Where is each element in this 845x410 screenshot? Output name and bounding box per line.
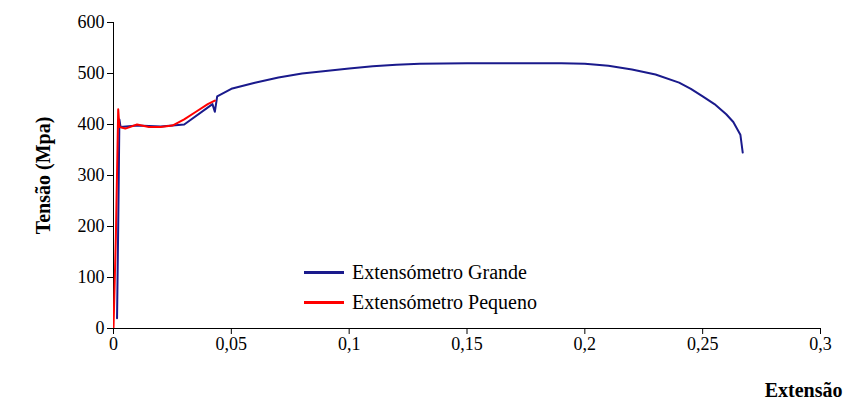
html-text:Extensómetro Grande: Extensómetro Grande (352, 260, 527, 283)
svg-text:100: 100 (78, 267, 105, 287)
svg-text:400: 400 (78, 114, 105, 134)
svg-text:0,05: 0,05 (216, 334, 248, 354)
svg-text:300: 300 (78, 165, 105, 185)
svg-text:500: 500 (78, 63, 105, 83)
svg-text:600: 600 (78, 12, 105, 32)
html-text:Extensómetro Pequeno: Extensómetro Pequeno (352, 290, 537, 313)
svg-text:0: 0 (109, 334, 118, 354)
svg-text:0: 0 (96, 318, 105, 338)
svg-text:Extensão: Extensão (765, 379, 843, 401)
svg-text:0,2: 0,2 (574, 334, 597, 354)
svg-text:0,25: 0,25 (687, 334, 719, 354)
svg-text:Tensão (Mpa): Tensão (Mpa) (32, 117, 55, 235)
svg-text:200: 200 (78, 216, 105, 236)
svg-text:0,1: 0,1 (338, 334, 361, 354)
svg-text:0,15: 0,15 (451, 334, 483, 354)
svg-text:0,3: 0,3 (809, 334, 832, 354)
